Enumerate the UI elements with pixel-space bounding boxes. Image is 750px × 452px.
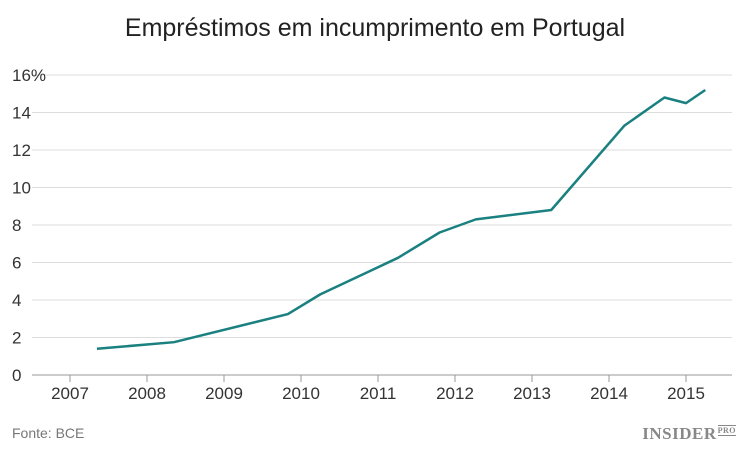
y-tick-label: 4 bbox=[12, 291, 21, 310]
y-tick-label: 14 bbox=[12, 104, 31, 123]
y-tick-label: 0 bbox=[12, 366, 21, 385]
logo-text: INSIDER bbox=[642, 424, 717, 443]
insider-pro-logo: INSIDERPRO bbox=[642, 424, 736, 444]
logo-suffix: PRO bbox=[717, 425, 736, 436]
y-tick-label: 8 bbox=[12, 216, 21, 235]
chart-title: Empréstimos em incumprimento em Portugal bbox=[124, 14, 626, 42]
source-note: Fonte: BCE bbox=[12, 425, 85, 441]
series-line bbox=[96, 88, 706, 350]
y-tick-label: 16% bbox=[12, 66, 46, 85]
y-tick-label: 2 bbox=[12, 329, 21, 348]
y-tick-label: 12 bbox=[12, 141, 31, 160]
x-tick-label: 2008 bbox=[128, 384, 166, 403]
x-tick-label: 2014 bbox=[590, 384, 628, 403]
x-tick-label: 2011 bbox=[360, 384, 397, 403]
y-tick-label: 10 bbox=[12, 179, 31, 198]
x-tick-label: 2009 bbox=[205, 384, 243, 403]
x-tick-label: 2015 bbox=[667, 384, 705, 403]
x-tick-label: 2010 bbox=[282, 384, 320, 403]
x-tick-label: 2012 bbox=[436, 384, 474, 403]
x-tick-label: 2013 bbox=[513, 384, 551, 403]
x-tick-label: 2007 bbox=[51, 384, 89, 403]
y-tick-label: 6 bbox=[12, 254, 21, 273]
